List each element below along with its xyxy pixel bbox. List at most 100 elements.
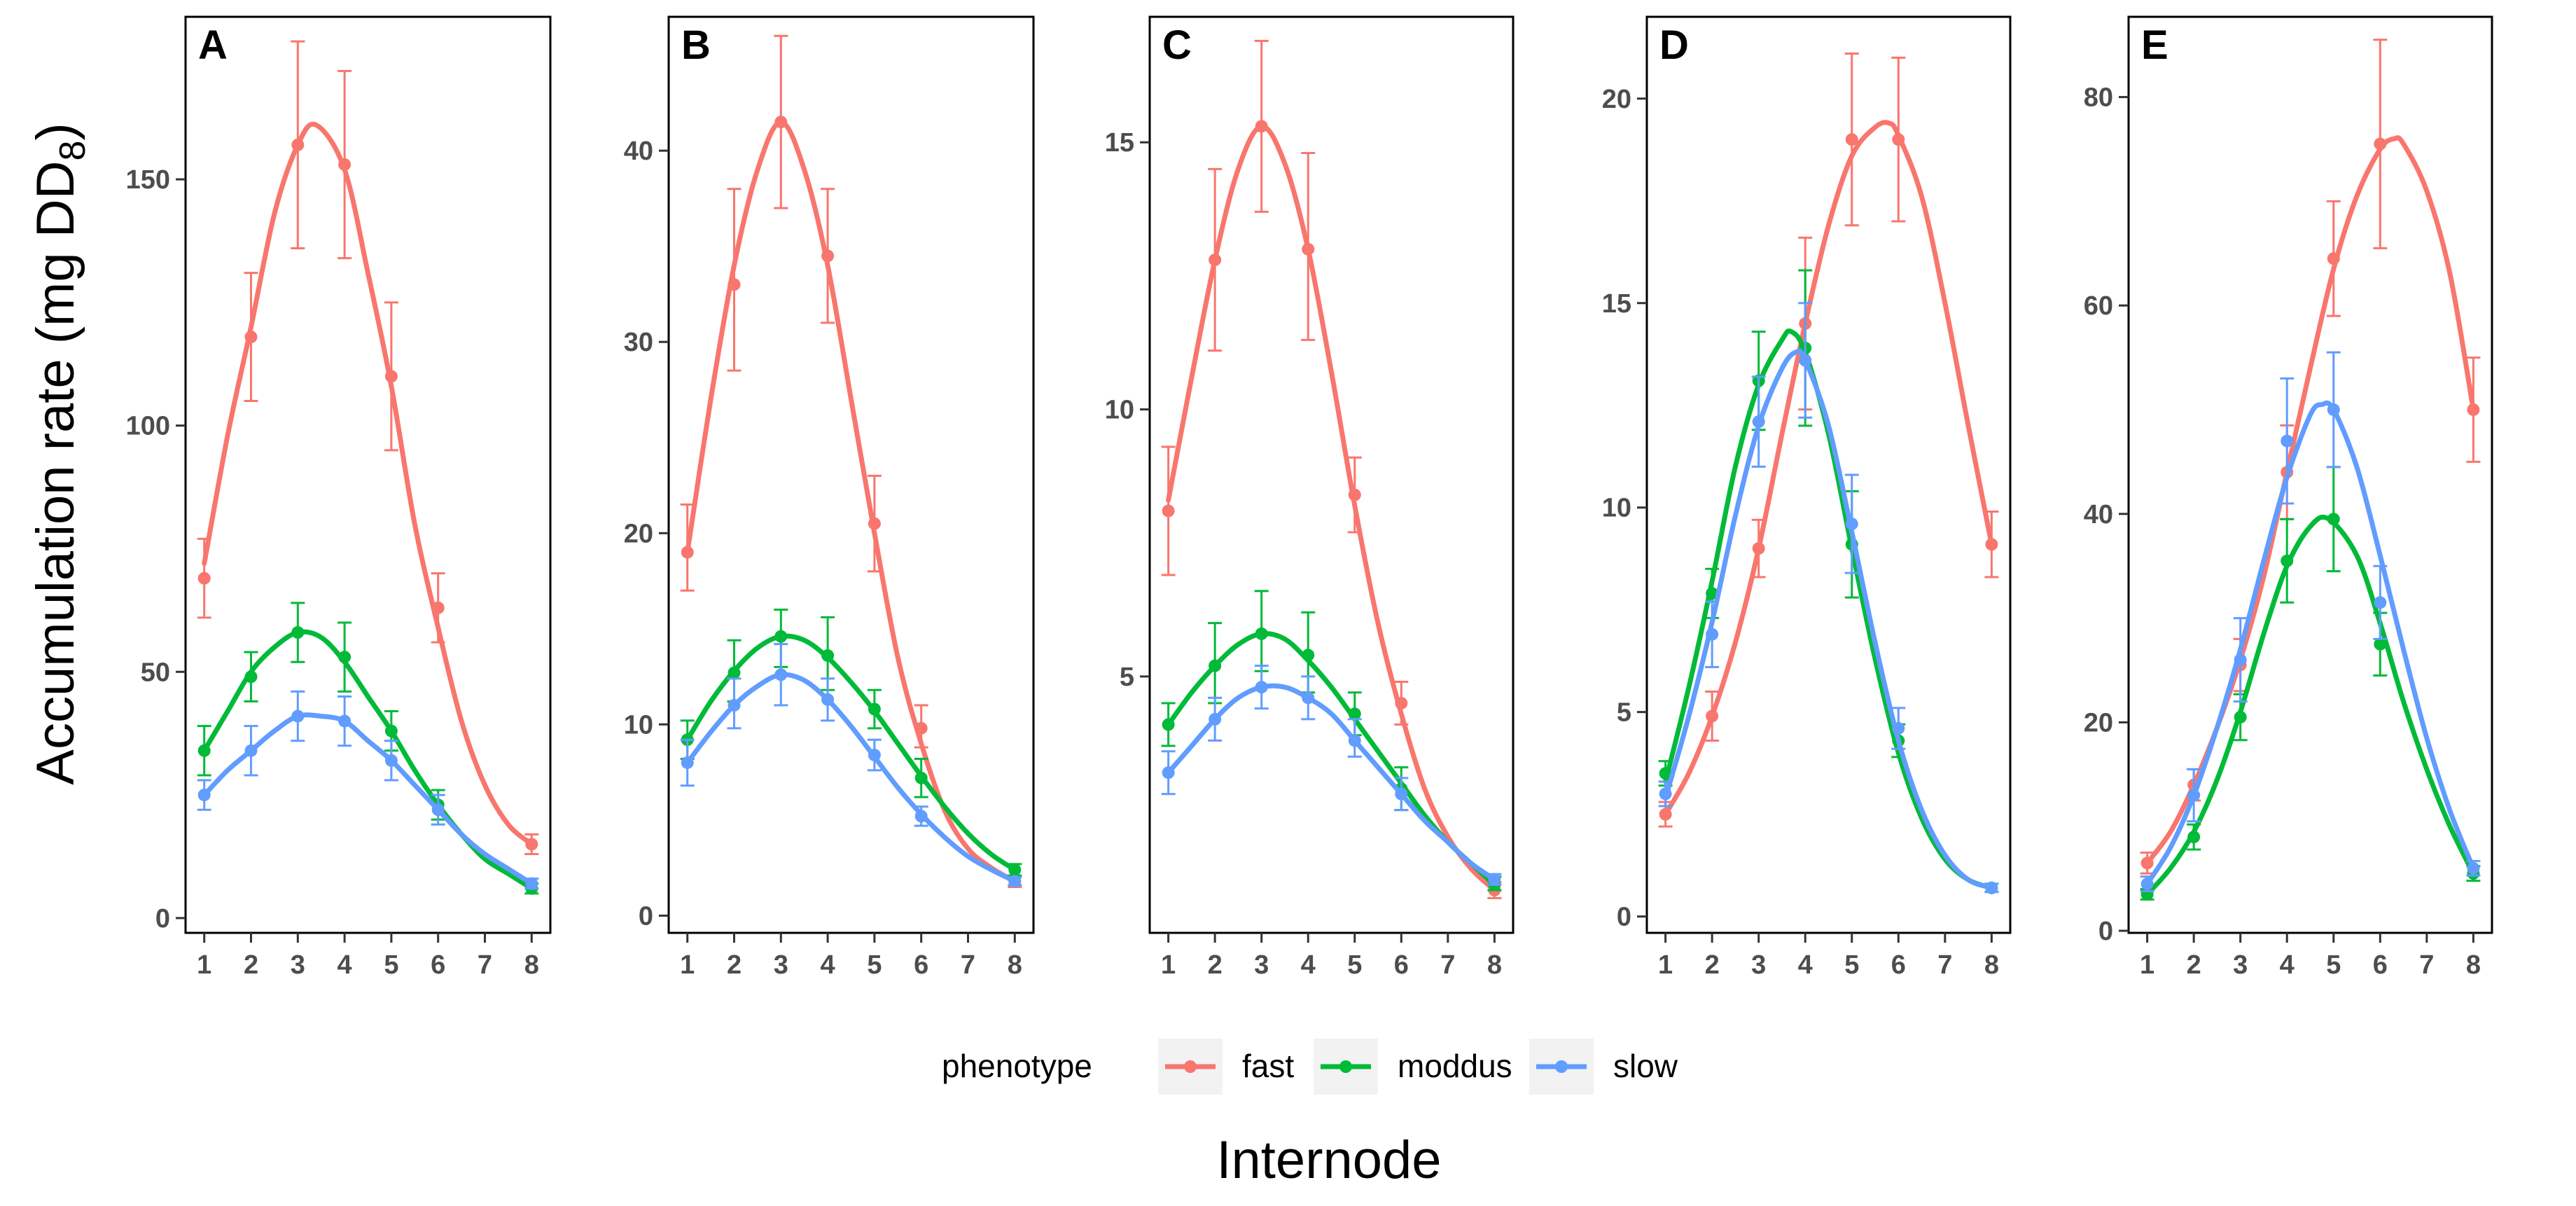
data-point <box>2234 710 2247 723</box>
panel-letter: D <box>1659 22 1689 68</box>
data-point <box>1008 863 1022 876</box>
x-tick-label: 7 <box>2419 950 2434 980</box>
data-point <box>1255 681 1268 694</box>
y-tick-label: 80 <box>2084 83 2113 113</box>
x-tick-label: 6 <box>1891 950 1906 980</box>
data-point <box>1302 691 1315 705</box>
data-point <box>1348 707 1361 721</box>
x-tick-label: 3 <box>1751 950 1766 980</box>
x-tick-label: 5 <box>2326 950 2341 980</box>
data-point <box>244 744 258 757</box>
data-point <box>1302 649 1315 662</box>
data-point <box>291 709 305 723</box>
data-point <box>1488 873 1501 886</box>
x-tick-label: 5 <box>384 950 398 980</box>
x-tick-label: 6 <box>431 950 445 980</box>
data-point <box>2467 861 2480 875</box>
series-line <box>685 672 1017 884</box>
data-point <box>338 651 351 664</box>
x-tick-label: 2 <box>1208 950 1223 980</box>
data-point <box>774 668 788 681</box>
panel-letter: A <box>198 22 228 68</box>
panel-c: C 5 10 15 1 2 3 4 5 6 7 8 <box>1105 15 1515 980</box>
data-point <box>1845 133 1858 146</box>
series-slow <box>1161 665 1502 886</box>
series-line <box>202 629 534 892</box>
data-point <box>1395 697 1408 710</box>
data-point <box>384 724 398 737</box>
data-point <box>2327 513 2340 526</box>
y-tick-label: 5 <box>1617 698 1631 728</box>
data-point <box>2327 252 2340 265</box>
data-point <box>1706 628 1719 641</box>
series-slow <box>680 643 1022 888</box>
series-slow <box>2140 351 2481 892</box>
panel-frame <box>2127 15 2493 934</box>
data-point <box>244 331 258 344</box>
y-tick-label: 30 <box>624 328 653 357</box>
panel-e: E 0 20 40 60 80 1 2 3 4 5 6 7 8 <box>2084 15 2493 980</box>
data-point <box>431 803 445 817</box>
x-tick-label: 3 <box>774 950 788 980</box>
x-tick-label: 4 <box>1301 950 1316 980</box>
data-point <box>1348 734 1361 747</box>
y-tick-label: 10 <box>624 710 653 740</box>
x-tick-label: 4 <box>2280 950 2295 980</box>
x-tick-label: 8 <box>1984 950 1999 980</box>
data-point <box>914 721 928 735</box>
panel-a: A 0 50 100 150 1 2 3 4 5 6 7 8 <box>126 15 552 980</box>
series-line <box>685 633 1017 873</box>
data-point <box>2234 653 2247 667</box>
x-tick-label: 1 <box>1161 950 1176 980</box>
data-point <box>197 789 211 802</box>
data-point <box>2281 434 2294 448</box>
x-tick-label: 5 <box>867 950 882 980</box>
data-point <box>431 601 445 614</box>
data-point <box>525 838 538 851</box>
panel-frame <box>667 15 1035 934</box>
data-point <box>727 278 741 291</box>
data-point <box>2374 596 2387 609</box>
y-tick-label: 60 <box>2084 291 2113 321</box>
series-slow <box>197 690 539 890</box>
series-fast <box>1658 53 1999 828</box>
data-point <box>1752 415 1765 429</box>
data-point <box>1209 659 1222 672</box>
data-point <box>291 626 305 639</box>
data-point <box>338 158 351 171</box>
series-line <box>1663 348 1994 891</box>
series-line <box>2145 400 2476 887</box>
data-point <box>2327 403 2340 416</box>
data-point <box>1302 242 1315 256</box>
x-tick-label: 8 <box>2466 950 2481 980</box>
y-tick-label: 0 <box>155 904 170 934</box>
series-fast <box>197 40 539 855</box>
data-point <box>1752 542 1765 555</box>
data-point <box>1706 587 1719 600</box>
data-point <box>1706 709 1719 723</box>
x-tick-label: 1 <box>680 950 695 980</box>
data-point <box>774 630 788 643</box>
panel-b: B 0 10 20 30 40 1 2 3 4 5 6 7 8 <box>624 15 1035 980</box>
data-point <box>384 754 398 767</box>
data-point <box>2467 403 2480 416</box>
x-tick-label: 8 <box>1487 950 1502 980</box>
data-point <box>821 693 835 706</box>
x-tick-label: 3 <box>1254 950 1269 980</box>
y-tick-label: 15 <box>1602 289 1631 319</box>
x-tick-label: 1 <box>197 950 211 980</box>
x-tick-label: 7 <box>961 950 975 980</box>
data-point <box>681 546 694 559</box>
y-tick-label: 0 <box>639 901 653 931</box>
data-point <box>727 699 741 712</box>
data-point <box>1162 718 1175 731</box>
x-tick-label: 8 <box>1008 950 1022 980</box>
series-fast <box>1161 39 1502 899</box>
data-point <box>681 756 694 769</box>
y-tick-label: 20 <box>2084 708 2113 737</box>
y-tick-label: 40 <box>2084 500 2113 529</box>
data-point <box>914 771 928 784</box>
data-point <box>1659 808 1672 821</box>
